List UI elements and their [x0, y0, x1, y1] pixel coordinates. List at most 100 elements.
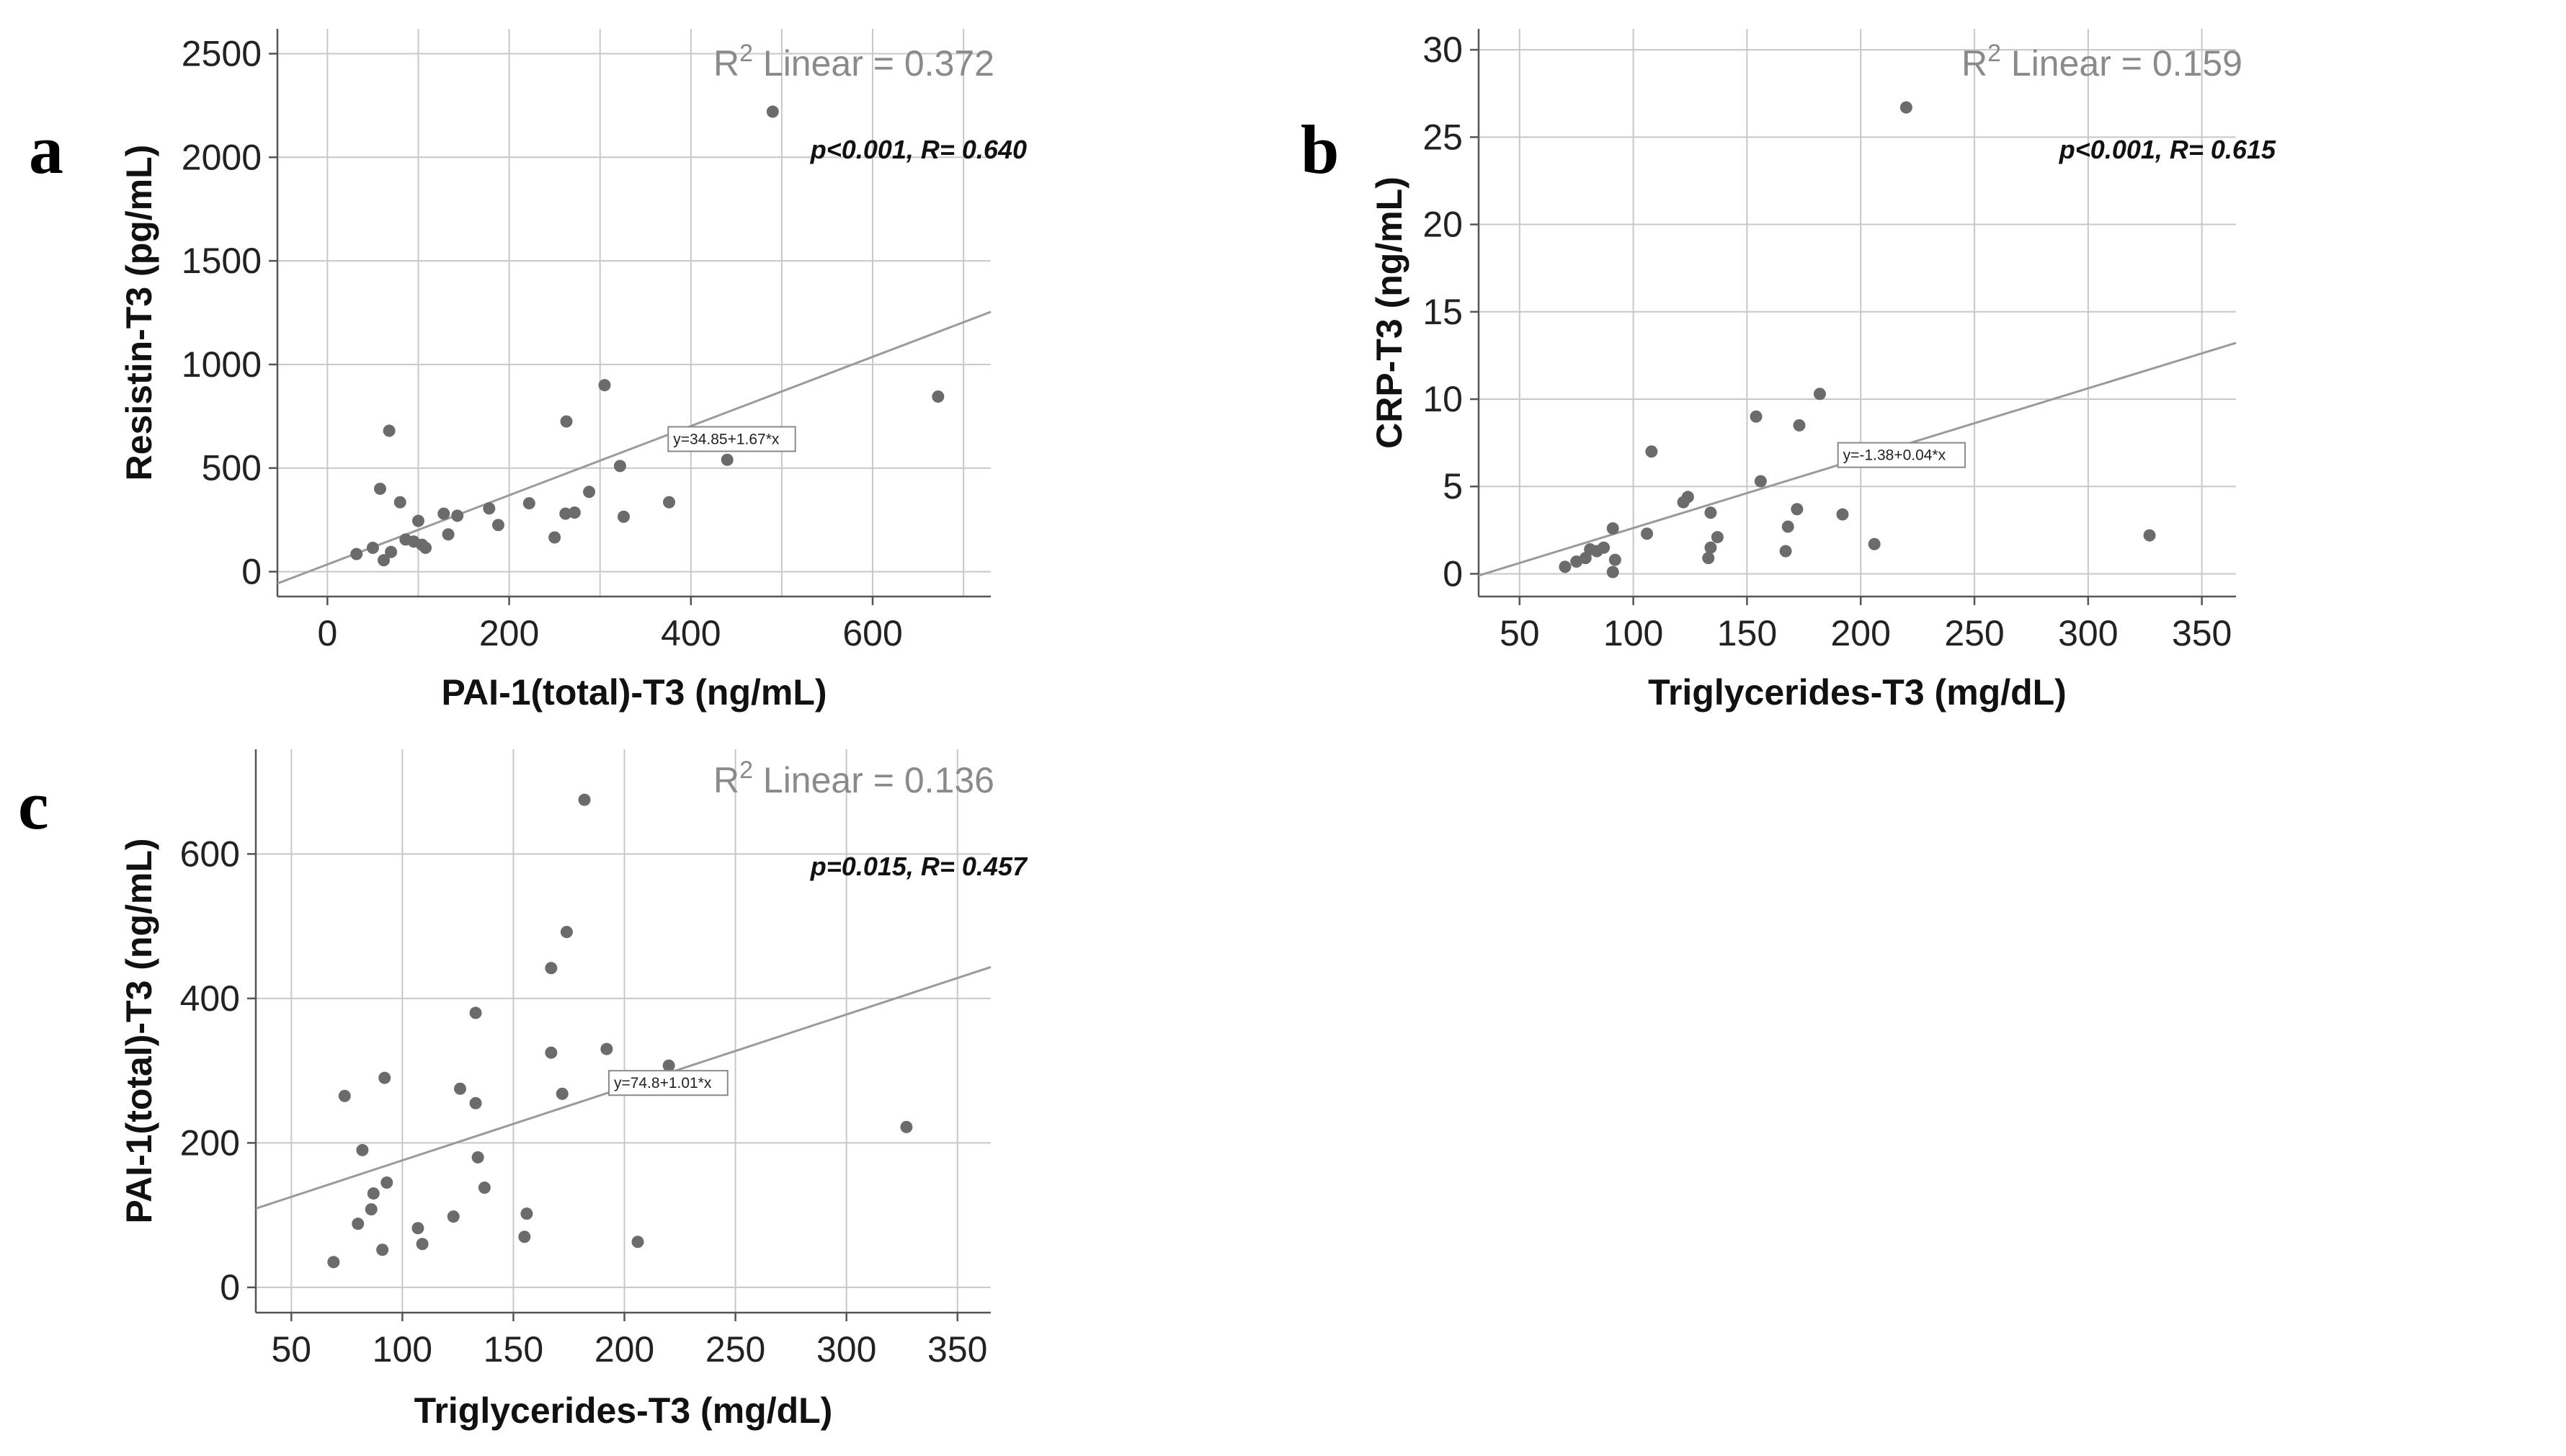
x-tick-label: 300 — [2058, 613, 2118, 653]
x-tick-label: 50 — [1500, 613, 1540, 653]
y-axis-title: Resistin-T3 (pg/mL) — [119, 145, 159, 481]
panel-letter: a — [29, 111, 63, 188]
data-point — [356, 1143, 369, 1156]
x-tick-label: 150 — [484, 1329, 543, 1370]
y-tick-label: 2000 — [182, 137, 262, 177]
y-tick-label: 200 — [180, 1122, 240, 1163]
data-point — [378, 1071, 391, 1084]
data-point — [1704, 506, 1717, 519]
data-point — [350, 548, 363, 560]
data-point — [617, 510, 630, 523]
x-tick-label: 150 — [1717, 613, 1777, 653]
data-point — [352, 1218, 365, 1231]
data-point — [1868, 537, 1881, 550]
y-tick-label: 600 — [180, 834, 240, 874]
equation-box — [607, 1070, 729, 1097]
data-point — [1750, 410, 1763, 423]
data-point — [416, 1238, 429, 1251]
data-point — [327, 1256, 340, 1269]
r2-linear-label: R2 Linear = 0.136 — [713, 756, 994, 800]
data-point — [419, 541, 432, 554]
data-point — [1899, 101, 1912, 114]
regression-equation: y=74.8+1.01*x — [614, 1075, 712, 1091]
data-point — [393, 496, 406, 509]
data-point — [1606, 522, 1619, 535]
data-point — [1781, 520, 1794, 533]
data-point — [469, 1006, 482, 1019]
r2-linear-label: R2 Linear = 0.372 — [713, 40, 994, 84]
data-point — [1791, 503, 1804, 516]
y-tick-label: 30 — [1422, 30, 1463, 70]
r2-value: Linear = 0.136 — [753, 760, 994, 800]
regression-equation: y=34.85+1.67*x — [673, 431, 780, 447]
data-point — [366, 541, 379, 554]
data-point — [598, 379, 611, 392]
x-tick-label: 250 — [705, 1329, 765, 1370]
x-tick-label: 100 — [373, 1329, 432, 1370]
data-point — [411, 1222, 424, 1235]
data-point — [721, 453, 734, 466]
data-point — [451, 509, 464, 522]
y-tick-label: 2500 — [182, 34, 262, 74]
x-axis-title: PAI-1(total)-T3 (ng/mL) — [441, 672, 827, 713]
data-point — [1779, 545, 1792, 558]
x-tick-label: 600 — [842, 613, 902, 653]
data-point — [2143, 529, 2156, 542]
regression-equation: y=-1.38+0.04*x — [1843, 447, 1946, 464]
regression-line — [277, 311, 992, 585]
y-tick-label: 10 — [1422, 379, 1463, 419]
y-tick-label: 5 — [1443, 466, 1463, 506]
data-point — [560, 926, 573, 939]
x-tick-label: 350 — [2172, 613, 2232, 653]
panel-c: 50 100 150 200 250 300 350 0 200 400 600 y=74.8+1.0… — [18, 749, 1028, 1431]
r2-superscript: 2 — [739, 756, 753, 784]
data-point — [454, 1082, 467, 1095]
data-point — [548, 531, 561, 544]
data-point — [900, 1120, 913, 1133]
data-point — [1606, 566, 1619, 579]
y-tick-label: 1000 — [182, 344, 262, 385]
data-point — [1641, 527, 1654, 540]
data-point — [1711, 531, 1724, 544]
x-tick-label: 400 — [661, 613, 721, 653]
r2-symbol: R — [713, 760, 739, 800]
y-tick-label: 15 — [1422, 292, 1463, 332]
data-point — [1608, 553, 1621, 566]
data-point — [437, 507, 450, 520]
data-point — [1754, 475, 1767, 488]
x-axis-title: Triglycerides-T3 (mg/dL) — [414, 1390, 833, 1431]
equation-box — [1837, 442, 1966, 468]
data-point — [766, 105, 779, 118]
data-point — [663, 496, 676, 509]
data-point — [583, 486, 596, 499]
data-point — [491, 519, 504, 532]
data-point — [932, 390, 945, 403]
data-point — [1836, 508, 1849, 521]
stats-label: p<0.001, R= 0.640 — [810, 135, 1027, 164]
data-point — [559, 507, 572, 520]
y-tick-label: 500 — [202, 448, 262, 488]
data-point — [367, 1187, 380, 1200]
data-point — [385, 545, 398, 558]
r2-superscript: 2 — [1987, 40, 2001, 67]
panel-b: 50 100 150 200 250 300 350 0 5 10 15 20 25 30 y=-1.38+… — [1301, 29, 2276, 713]
y-tick-label: 0 — [220, 1267, 240, 1308]
data-point — [600, 1042, 613, 1055]
panel-a: 0 200 400 600 0 500 1000 1500 2000 2500 y=34.85+1.… — [29, 29, 1027, 713]
data-point — [471, 1151, 484, 1164]
x-tick-label: 200 — [594, 1329, 654, 1370]
data-point — [447, 1210, 460, 1223]
y-tick-label: 0 — [241, 551, 262, 591]
y-tick-label: 400 — [180, 978, 240, 1019]
data-point — [376, 1243, 389, 1256]
data-point — [338, 1089, 351, 1102]
x-tick-label: 300 — [816, 1329, 876, 1370]
r2-superscript: 2 — [739, 40, 753, 67]
data-point — [380, 1176, 393, 1189]
data-point — [578, 793, 591, 806]
data-point — [1813, 388, 1826, 401]
x-tick-label: 0 — [317, 613, 337, 653]
panel-letter: c — [18, 767, 49, 844]
data-point — [365, 1203, 378, 1216]
